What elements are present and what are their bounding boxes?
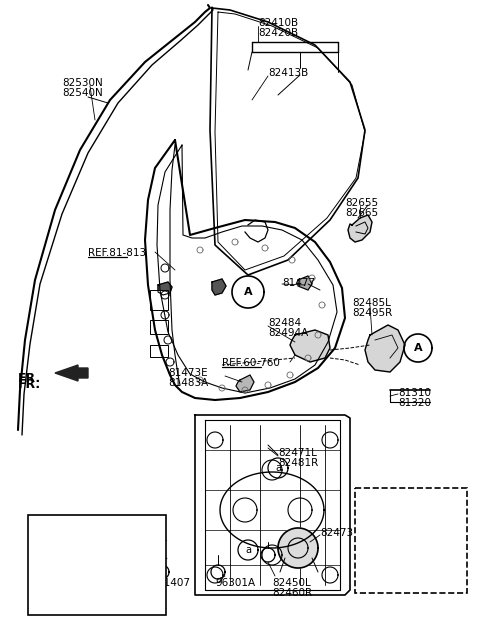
Text: 81310: 81310 xyxy=(398,388,431,398)
Text: 82450L: 82450L xyxy=(272,578,311,588)
Text: FR.: FR. xyxy=(18,378,41,391)
Bar xyxy=(28,515,166,615)
Bar xyxy=(150,345,168,357)
Text: 82481R: 82481R xyxy=(278,458,318,468)
Polygon shape xyxy=(298,276,312,290)
Text: 82540N: 82540N xyxy=(62,88,103,98)
Text: a: a xyxy=(245,545,251,555)
Text: 82665: 82665 xyxy=(345,208,378,218)
Polygon shape xyxy=(365,325,405,372)
Polygon shape xyxy=(404,534,416,546)
Text: 82460R: 82460R xyxy=(272,588,312,598)
Text: 82471L: 82471L xyxy=(278,448,317,458)
Polygon shape xyxy=(158,282,172,295)
Text: REF.60-760: REF.60-760 xyxy=(222,358,280,368)
Text: 82450L: 82450L xyxy=(362,548,401,558)
Text: 82420B: 82420B xyxy=(258,28,298,38)
Polygon shape xyxy=(388,518,432,562)
Text: A: A xyxy=(414,343,422,353)
Text: 81477: 81477 xyxy=(282,278,315,288)
Text: A: A xyxy=(244,287,252,297)
Text: 81320: 81320 xyxy=(398,398,431,408)
Text: 11407: 11407 xyxy=(158,578,191,588)
Text: 82494A: 82494A xyxy=(268,328,308,338)
Polygon shape xyxy=(348,215,372,242)
Text: (SAFETY): (SAFETY) xyxy=(358,488,405,498)
Text: FR.: FR. xyxy=(18,372,41,385)
Text: 1731JE: 1731JE xyxy=(88,538,124,548)
Text: REF.81-813: REF.81-813 xyxy=(88,248,146,258)
Polygon shape xyxy=(236,375,254,392)
Text: 81473E: 81473E xyxy=(168,368,208,378)
Polygon shape xyxy=(55,365,88,381)
Polygon shape xyxy=(290,330,330,362)
Text: 81483A: 81483A xyxy=(168,378,208,388)
Text: 82473: 82473 xyxy=(320,528,353,538)
Text: 82485L: 82485L xyxy=(352,298,391,308)
Text: 82413B: 82413B xyxy=(268,68,308,78)
Bar xyxy=(150,290,168,310)
Text: a: a xyxy=(47,523,53,533)
Text: 82530N: 82530N xyxy=(62,78,103,88)
Text: 96301A: 96301A xyxy=(215,578,255,588)
Bar xyxy=(150,320,168,334)
Text: 82410B: 82410B xyxy=(258,18,298,28)
Text: 82484: 82484 xyxy=(268,318,301,328)
Text: 82655: 82655 xyxy=(345,198,378,208)
Bar xyxy=(355,488,467,593)
Text: 82495R: 82495R xyxy=(352,308,392,318)
Polygon shape xyxy=(278,528,318,568)
Text: a: a xyxy=(275,463,281,473)
Polygon shape xyxy=(212,279,226,295)
